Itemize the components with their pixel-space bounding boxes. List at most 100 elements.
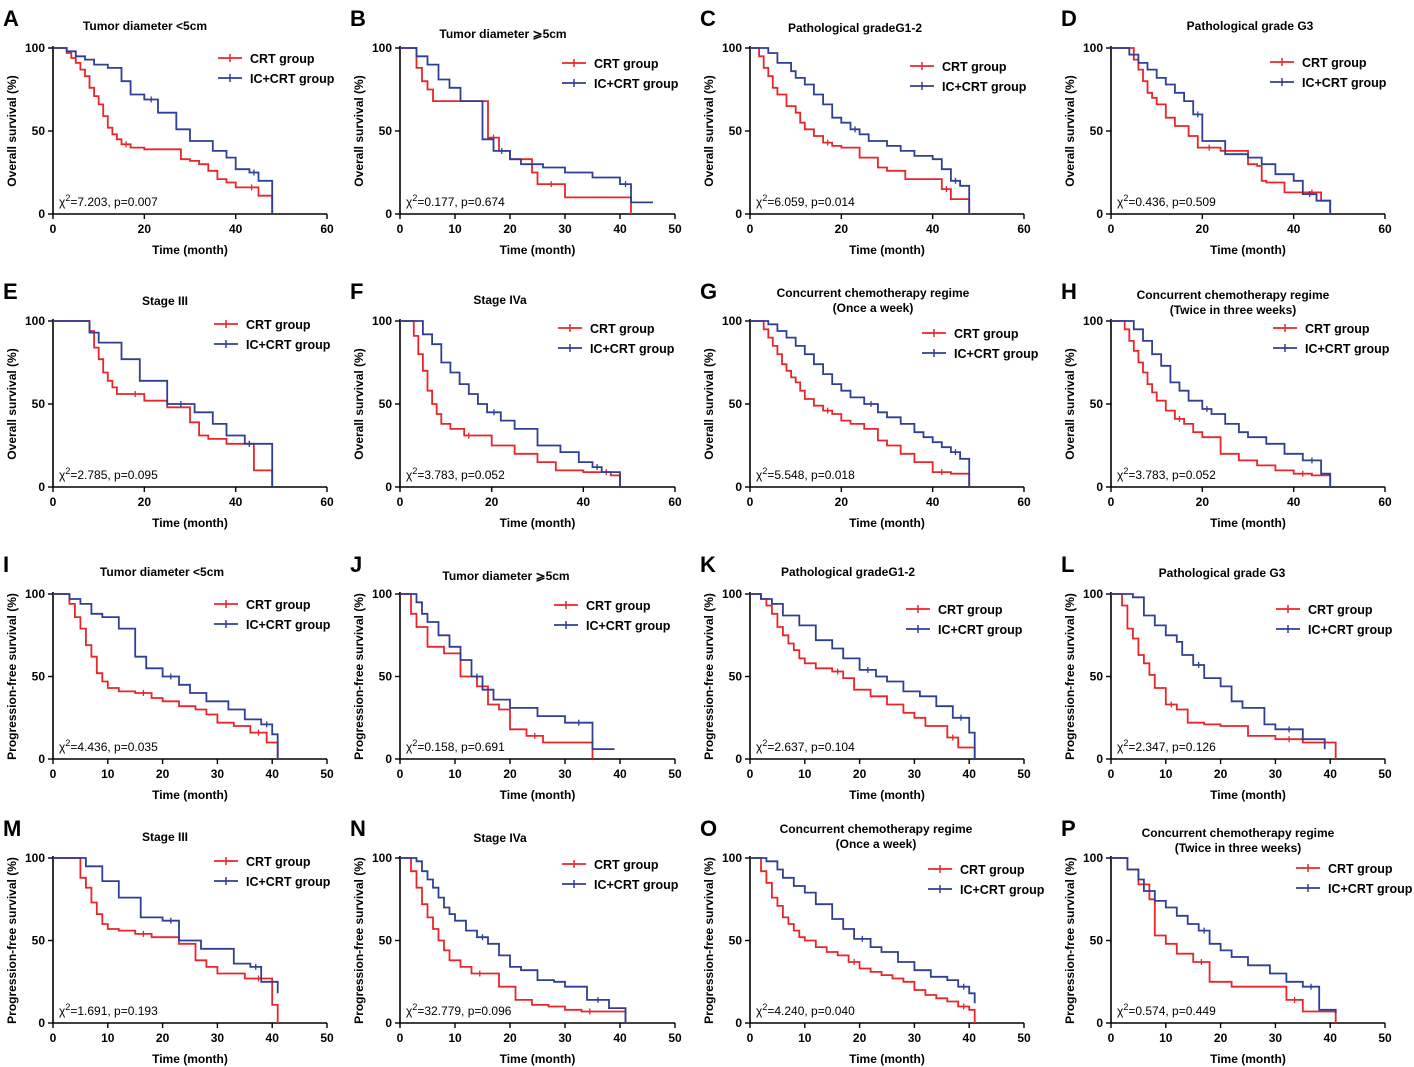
panel-c: C Pathological gradeG1-2 0 20 40 60 0 50 100 Time… [700, 6, 1031, 257]
y-tick-label: 50 [1090, 670, 1104, 684]
x-tick-label: 0 [50, 222, 57, 236]
panel-title: Pathological grade G3 [1159, 566, 1286, 580]
y-tick-label: 100 [722, 314, 742, 328]
x-tick-label: 0 [397, 222, 404, 236]
chi-square-stat: χ2=3.783, p=0.052 [1117, 466, 1216, 482]
chi-square-stat: χ2=4.240, p=0.040 [756, 1002, 855, 1018]
x-tick-label: 20 [138, 495, 152, 509]
panel-title: Stage III [142, 830, 188, 844]
panel-title: Pathological gradeG1-2 [781, 565, 915, 579]
ic-crt-group-curve [750, 320, 971, 487]
x-tick-label: 10 [448, 767, 462, 781]
legend-crt-label: CRT group [246, 855, 311, 869]
y-tick-label: 50 [729, 124, 743, 138]
legend-crt-label: CRT group [1305, 322, 1370, 336]
x-tick-label: 10 [101, 767, 115, 781]
panel-title: Concurrent chemotherapy regime [780, 822, 973, 836]
crt-group-curve [400, 47, 632, 214]
panel-m: M Stage III 0 10 20 30 40 50 0 50 100 Time (month) P… [3, 816, 334, 1066]
y-tick-label: 100 [372, 587, 392, 601]
x-axis-label: Time (month) [152, 516, 228, 530]
x-tick-label: 0 [747, 1031, 754, 1045]
x-tick-label: 0 [397, 495, 404, 509]
x-axis-label: Time (month) [152, 788, 228, 802]
panel-j: J Tumor diameter ⩾5cm 0 10 20 30 40 50 0 50 100 Tim… [350, 552, 682, 802]
legend-crt-label: CRT group [1302, 56, 1367, 70]
x-tick-label: 10 [798, 1031, 812, 1045]
crt-group-curve [53, 320, 274, 487]
legend-crt-label: CRT group [594, 57, 659, 71]
legend-crt-label: CRT group [590, 322, 655, 336]
y-tick-label: 100 [722, 587, 742, 601]
panel-title: Stage IVa [473, 293, 527, 307]
ic-crt-group-curve [750, 47, 971, 214]
x-axis-label: Time (month) [500, 1052, 576, 1066]
x-tick-label: 60 [320, 222, 334, 236]
y-tick-label: 100 [25, 314, 45, 328]
ic-crt-group-curve [53, 593, 279, 759]
y-tick-label: 0 [38, 207, 45, 221]
panel-title: Stage III [142, 294, 188, 308]
panel-title: Tumor diameter ⩾5cm [442, 569, 569, 583]
panel-letter: F [350, 279, 363, 304]
x-tick-label: 40 [613, 222, 627, 236]
crt-group-curve [750, 320, 971, 487]
panel-letter: B [350, 6, 366, 31]
legend-ic-crt-label: IC+CRT group [594, 77, 679, 91]
legend-crt-label: CRT group [938, 603, 1003, 617]
y-tick-label: 100 [25, 587, 45, 601]
y-axis-label: Overall survival (%) [702, 348, 716, 459]
x-tick-label: 50 [668, 222, 682, 236]
chi-square-stat: χ2=2.347, p=0.126 [1117, 738, 1216, 754]
legend-ic-crt-label: IC+CRT group [938, 623, 1023, 637]
x-tick-label: 0 [397, 767, 404, 781]
x-tick-label: 20 [485, 495, 499, 509]
panel-title: Pathological grade G3 [1187, 19, 1314, 33]
y-tick-label: 0 [1096, 207, 1103, 221]
crt-group-curve [750, 593, 976, 759]
x-tick-label: 20 [853, 767, 867, 781]
y-tick-label: 0 [385, 1016, 392, 1030]
x-tick-label: 20 [503, 767, 517, 781]
x-axis-label: Time (month) [849, 243, 925, 257]
chi-square-stat: χ2=0.177, p=0.674 [406, 193, 505, 209]
chi-square-stat: χ2=0.436, p=0.509 [1117, 193, 1216, 209]
y-axis-label: Overall survival (%) [5, 348, 19, 459]
y-axis-label: Overall survival (%) [702, 75, 716, 186]
y-axis-label: Progression-free survival (%) [1063, 593, 1077, 760]
y-tick-label: 0 [735, 207, 742, 221]
y-tick-label: 50 [32, 670, 46, 684]
ic-crt-group-curve [400, 857, 627, 1023]
x-axis-label: Time (month) [849, 1052, 925, 1066]
legend-ic-crt-label: IC+CRT group [942, 80, 1027, 94]
panel-letter: C [700, 6, 716, 31]
y-axis-label: Overall survival (%) [1063, 75, 1077, 186]
y-axis-label: Progression-free survival (%) [352, 857, 366, 1024]
x-tick-label: 10 [798, 767, 812, 781]
x-tick-label: 30 [908, 1031, 922, 1045]
panel-i: I Tumor diameter <5cm 0 10 20 30 40 50 0 50 100 Tim… [3, 552, 334, 802]
legend-ic-crt-label: IC+CRT group [250, 72, 335, 86]
panel-f: F Stage IVa 0 20 40 60 0 50 100 Time (month) Overa… [350, 279, 682, 530]
y-axis-label: Progression-free survival (%) [5, 593, 19, 760]
y-tick-label: 100 [25, 41, 45, 55]
x-tick-label: 30 [558, 1031, 572, 1045]
legend-crt-label: CRT group [246, 598, 311, 612]
legend-crt-label: CRT group [594, 858, 659, 872]
x-tick-label: 0 [397, 1031, 404, 1045]
y-tick-label: 50 [1090, 934, 1104, 948]
chi-square-stat: χ2=2.637, p=0.104 [756, 738, 855, 754]
x-axis-label: Time (month) [849, 516, 925, 530]
legend-crt-label: CRT group [246, 318, 311, 332]
chi-square-stat: χ2=4.436, p=0.035 [59, 738, 158, 754]
x-tick-label: 20 [503, 1031, 517, 1045]
crt-group-curve [53, 857, 279, 1023]
x-axis-label: Time (month) [1210, 516, 1286, 530]
legend-crt-label: CRT group [1308, 603, 1373, 617]
panel-letter: H [1061, 279, 1077, 304]
panel-h: H Concurrent chemotherapy regime(Twice in… [1061, 279, 1392, 530]
y-tick-label: 50 [379, 397, 393, 411]
legend-ic-crt-label: IC+CRT group [1328, 882, 1413, 896]
x-tick-label: 30 [558, 767, 572, 781]
